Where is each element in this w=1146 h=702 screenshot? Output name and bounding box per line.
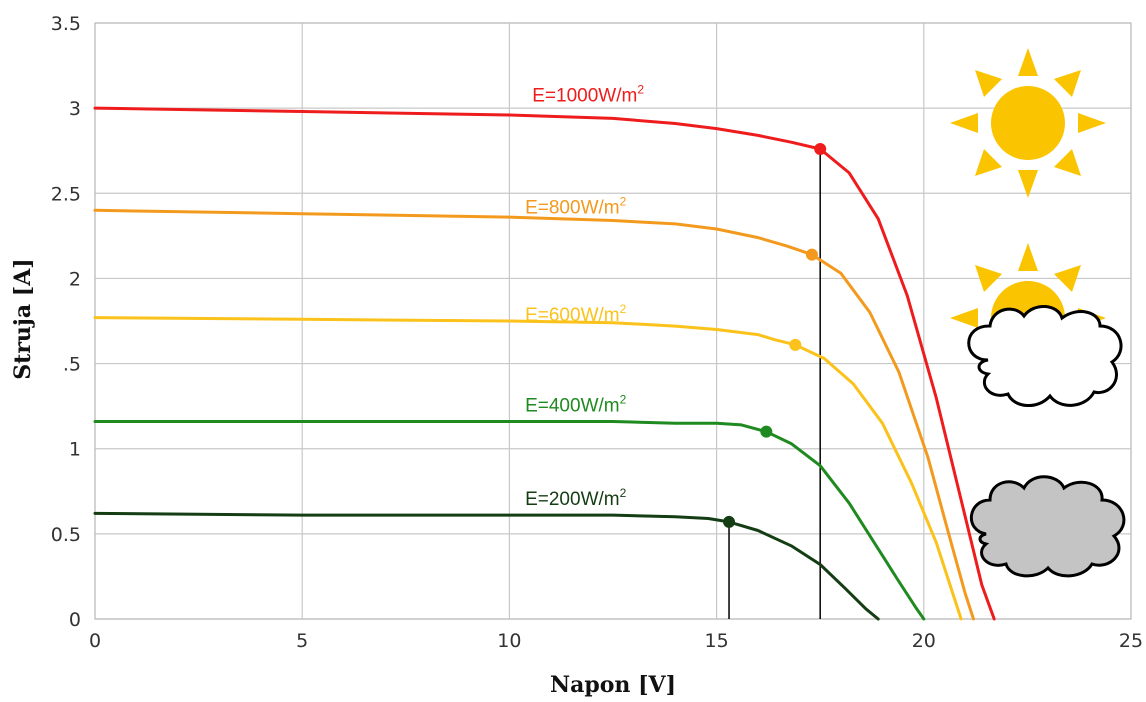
curves xyxy=(93,106,996,621)
dark-cloud-icon xyxy=(969,475,1126,578)
mpp-point xyxy=(760,425,773,438)
y-tick-label: 3.5 xyxy=(51,13,81,35)
series-label: E=600W/m2 xyxy=(525,302,627,326)
x-tick-label: 5 xyxy=(296,630,308,652)
y-tick-label: 3 xyxy=(69,98,81,120)
series-label: E=400W/m2 xyxy=(525,392,627,416)
grid xyxy=(94,22,1132,620)
x-axis-title: Napon [V] xyxy=(550,672,676,698)
axis-ticks: 0 5 10 15 20 25 0 0.5 1 .5 2 2.5 3 3.5 xyxy=(51,13,1143,652)
series-label: E=1000W/m2 xyxy=(532,82,644,106)
x-tick-label: 20 xyxy=(912,630,936,652)
x-tick-label: 25 xyxy=(1119,630,1143,652)
sun-behind-cloud-icon xyxy=(950,243,1123,407)
mpp-point xyxy=(723,515,736,528)
series-line xyxy=(93,106,996,621)
series-line xyxy=(93,208,975,621)
x-tick-label: 10 xyxy=(497,630,521,652)
y-tick-label: 1 xyxy=(69,439,81,461)
series-line xyxy=(93,511,880,621)
x-tick-label: 0 xyxy=(89,630,101,652)
y-tick-label: 2 xyxy=(69,268,81,290)
y-tick-label: 0 xyxy=(69,609,81,631)
series-label: E=800W/m2 xyxy=(525,195,627,219)
white-cloud-icon xyxy=(967,305,1123,407)
mpp-point xyxy=(805,248,818,261)
y-axis-title: Struja [A] xyxy=(10,258,36,379)
sun-icon xyxy=(950,48,1106,198)
mpp-point xyxy=(814,143,827,156)
series-label: E=200W/m2 xyxy=(525,486,627,510)
y-tick-label: 2.5 xyxy=(51,183,81,205)
x-tick-label: 15 xyxy=(705,630,729,652)
series-labels: E=1000W/m2 E=800W/m2 E=600W/m2 E=400W/m2 E=2… xyxy=(525,82,644,510)
series-line xyxy=(93,316,963,621)
mpp-point xyxy=(789,338,802,351)
plot-frame xyxy=(94,22,1132,620)
y-tick-label: .5 xyxy=(63,354,81,376)
y-tick-label: 0.5 xyxy=(51,524,81,546)
